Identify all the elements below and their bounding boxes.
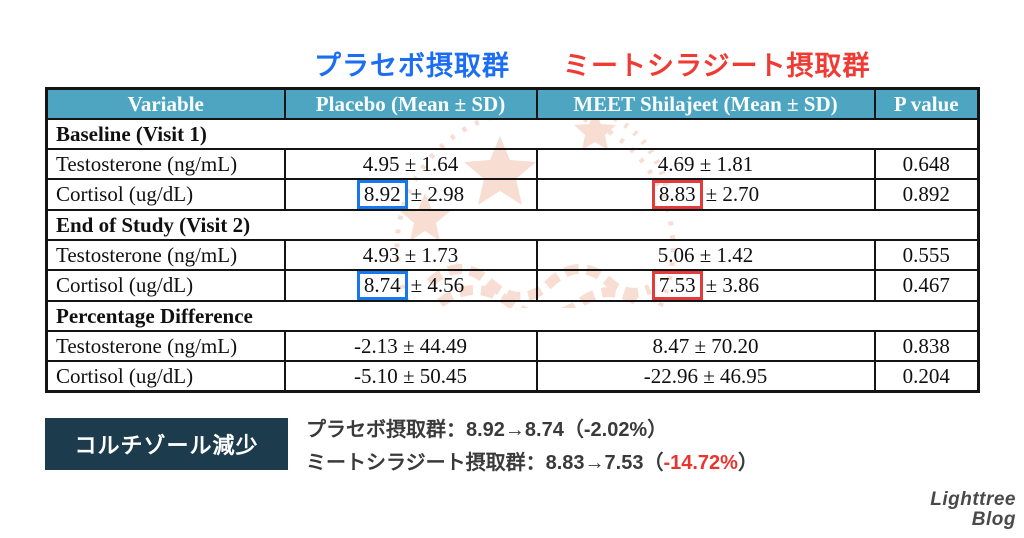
section-row-percentage-difference: Percentage Difference	[45, 300, 980, 332]
variable-cell: Cortisol (ug/dL)	[45, 178, 286, 211]
placebo-cell: 8.92 ± 2.98	[283, 178, 538, 211]
column-header-pvalue: P value	[873, 87, 980, 120]
table-header-row: Variable Placebo (Mean ± SD) MEET Shilaj…	[45, 87, 980, 120]
table-row: Cortisol (ug/dL) 8.74 ± 4.56 7.53 ± 3.86 0…	[45, 269, 980, 302]
shilajeet-group-label: ミートシラジート摂取群	[563, 51, 871, 81]
annotation-line-placebo: プラセボ摂取群：8.92→8.74（-2.02%）	[306, 419, 668, 441]
sd-text: ± 4.56	[410, 273, 465, 297]
blue-highlight-box: 8.92	[356, 181, 408, 208]
shilajeet-cell: 8.47 ± 70.20	[535, 330, 876, 362]
variable-cell: Testosterone (ng/mL)	[45, 239, 286, 271]
sd-text: ± 2.70	[705, 182, 760, 206]
red-highlight-box: 8.83	[651, 181, 703, 208]
shilajeet-cell: 8.83 ± 2.70	[535, 178, 876, 211]
pvalue-cell: 0.892	[873, 178, 980, 211]
logo-line2: Blog	[971, 509, 1016, 530]
section-title: Percentage Difference	[45, 300, 980, 332]
column-header-placebo: Placebo (Mean ± SD)	[283, 87, 538, 120]
logo-line1: Lighttree	[930, 489, 1016, 510]
placebo-cell: -2.13 ± 44.49	[283, 330, 538, 362]
section-row-baseline: Baseline (Visit 1)	[45, 118, 980, 150]
column-header-shilajeet: MEET Shilajeet (Mean ± SD)	[535, 87, 876, 120]
table-row: Cortisol (ug/dL) -5.10 ± 50.45 -22.96 ± …	[45, 360, 980, 393]
pvalue-cell: 0.555	[873, 239, 980, 271]
red-highlight-box: 7.53	[651, 272, 703, 299]
table-row: Testosterone (ng/mL) 4.93 ± 1.73 5.06 ± …	[45, 239, 980, 271]
variable-cell: Cortisol (ug/dL)	[45, 360, 286, 393]
table-row: Testosterone (ng/mL) -2.13 ± 44.49 8.47 …	[45, 330, 980, 362]
placebo-group-label: プラセボ摂取群	[314, 51, 510, 81]
pvalue-cell: 0.838	[873, 330, 980, 362]
variable-cell: Testosterone (ng/mL)	[45, 148, 286, 180]
shilajeet-cell: 4.69 ± 1.81	[535, 148, 876, 180]
placebo-cell: -5.10 ± 50.45	[283, 360, 538, 393]
placebo-cell: 8.74 ± 4.56	[283, 269, 538, 302]
section-row-end-of-study: End of Study (Visit 2)	[45, 209, 980, 241]
section-title: Baseline (Visit 1)	[45, 118, 980, 150]
blue-highlight-box: 8.74	[356, 272, 408, 299]
table-row: Testosterone (ng/mL) 4.95 ± 1.64 4.69 ± …	[45, 148, 980, 180]
pvalue-cell: 0.204	[873, 360, 980, 393]
lighttree-blog-logo: Lighttree Blog	[930, 490, 1016, 530]
placebo-cell: 4.93 ± 1.73	[283, 239, 538, 271]
placebo-cell: 4.95 ± 1.64	[283, 148, 538, 180]
study-results-table: Variable Placebo (Mean ± SD) MEET Shilaj…	[45, 87, 980, 393]
shilajeet-cell: 7.53 ± 3.86	[535, 269, 876, 302]
sd-text: ± 3.86	[705, 273, 760, 297]
pvalue-cell: 0.648	[873, 148, 980, 180]
variable-cell: Testosterone (ng/mL)	[45, 330, 286, 362]
annotation-line2-prefix: ミートシラジート摂取群：8.83→7.53（	[306, 452, 664, 474]
table-row: Cortisol (ug/dL) 8.92 ± 2.98 8.83 ± 2.70 0…	[45, 178, 980, 211]
shilajeet-cell: 5.06 ± 1.42	[535, 239, 876, 271]
annotation-percent-red: -14.72%	[663, 452, 738, 474]
pvalue-cell: 0.467	[873, 269, 980, 302]
annotation-text: プラセボ摂取群：8.92→8.74（-2.02%） ミートシラジート摂取群：8.…	[306, 414, 758, 480]
shilajeet-cell: -22.96 ± 46.95	[535, 360, 876, 393]
annotation-line-shilajeet: ミートシラジート摂取群：8.83→7.53（-14.72%）	[306, 447, 758, 480]
variable-cell: Cortisol (ug/dL)	[45, 269, 286, 302]
sd-text: ± 2.98	[410, 182, 465, 206]
section-title: End of Study (Visit 2)	[45, 209, 980, 241]
column-header-variable: Variable	[45, 87, 286, 120]
cortisol-decrease-badge: コルチゾール減少	[45, 418, 288, 470]
annotation-line2-suffix: ）	[737, 452, 758, 474]
